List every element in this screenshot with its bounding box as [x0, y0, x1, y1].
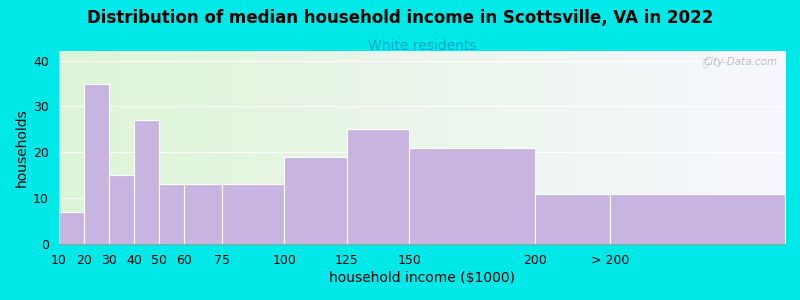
- Bar: [410, 148, 534, 244]
- Text: Distribution of median household income in Scottsville, VA in 2022: Distribution of median household income …: [87, 9, 713, 27]
- X-axis label: household income ($1000): household income ($1000): [329, 271, 515, 285]
- Y-axis label: households: households: [15, 108, 29, 187]
- Bar: [58, 212, 84, 244]
- Bar: [346, 129, 410, 244]
- Bar: [134, 120, 159, 244]
- Text: City-Data.com: City-Data.com: [704, 57, 778, 67]
- Bar: [84, 83, 109, 244]
- Bar: [109, 175, 134, 244]
- Bar: [184, 184, 222, 244]
- Bar: [284, 157, 346, 244]
- Bar: [610, 194, 785, 244]
- Text: 🔍: 🔍: [703, 57, 709, 67]
- Bar: [159, 184, 184, 244]
- Bar: [222, 184, 284, 244]
- Bar: [534, 194, 610, 244]
- Title: White residents: White residents: [368, 39, 476, 53]
